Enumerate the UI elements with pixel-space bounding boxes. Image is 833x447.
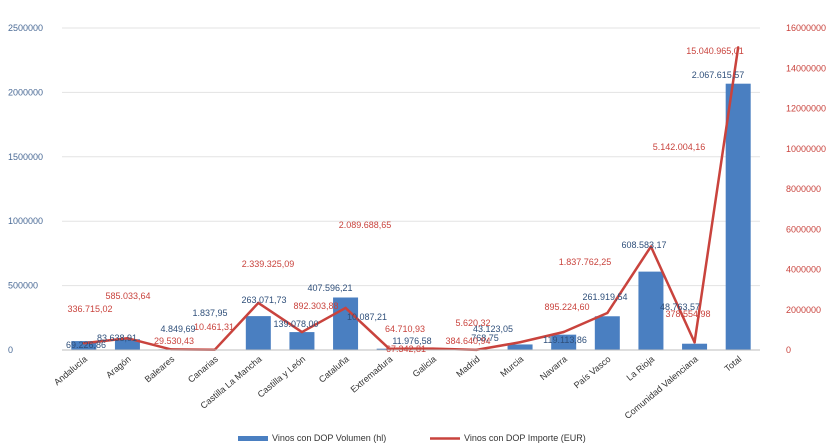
bar [725,83,751,351]
bar [682,343,708,350]
y2-tick-label: 14000000 [786,63,826,73]
y-tick-label: 0 [8,345,13,355]
x-tick-label: Comunidad Valenciana [623,354,700,421]
y2-tick-label: 4000000 [786,265,821,275]
y-axis-left: 0 500000 1000000 1500000 2000000 2500000 [8,23,43,355]
line-data-label: 5.142.004,16 [653,142,706,152]
y2-tick-label: 6000000 [786,224,821,234]
line-point [562,330,565,334]
bar-data-label: 4.849,69 [160,324,195,334]
y-axis-right: 0 2000000 4000000 6000000 8000000 10000000 120… [786,23,826,355]
line-data-label: 895.224,60 [544,302,589,312]
line-data-label: 384.640,94 [445,336,490,346]
bar-series [71,83,751,351]
y-tick-label: 1500000 [8,152,43,162]
x-tick-label: Navarra [538,354,569,382]
bar [114,339,140,350]
legend-label-line: Vinos con DOP Importe (EUR) [464,433,586,443]
line-point [431,347,435,350]
bar [594,316,620,350]
x-tick-label: Aragón [104,354,133,380]
y2-tick-label: 10000000 [786,144,826,154]
line-data-label: 585.033,64 [105,291,150,301]
legend-swatch-bar [238,436,268,441]
bar-data-label: 43.123,05 [473,324,513,334]
x-tick-label: Extremadura [349,354,395,395]
line-data-label: 1.837.762,25 [559,257,612,267]
bar-data-label: 2.067.615,57 [692,70,745,80]
bar [551,334,577,350]
y2-tick-label: 8000000 [786,184,821,194]
line-data-label: 5.620,32 [455,318,490,328]
bar-data-label: 83.638,91 [97,333,137,343]
line-point [300,330,304,334]
x-tick-label: Baleares [143,354,177,385]
x-tick-label: Murcia [498,354,525,379]
y-tick-label: 1000000 [8,216,43,226]
line-point [518,341,522,344]
line-point [693,341,696,344]
bar-data-label: 69.226,86 [66,340,106,350]
line-data-label: 67.342,81 [386,344,426,354]
line-data-label: 378.554,98 [665,309,710,319]
y-tick-label: 2500000 [8,23,43,33]
bar [507,344,533,350]
line-point [126,337,129,340]
x-tick-label: Castilla y León [256,354,308,400]
bar-data-label: 48.763,57 [660,302,700,312]
bar-data-label: 11.976,58 [392,336,431,346]
x-tick-label: Total [722,354,743,374]
line-data-label: 336.715,02 [67,304,112,314]
y-tick-label: 2000000 [8,87,43,97]
x-axis: Andalucía Aragón Baleares Canarias Castilla … [52,349,760,421]
x-tick-label: Galicia [411,354,439,379]
x-tick-label: Canarias [186,354,220,385]
line-data-label: 15.040.965,01 [686,46,744,56]
line-data-label: 64.710,93 [385,324,425,334]
y2-tick-label: 12000000 [786,104,826,114]
line-point [736,46,740,49]
bar-data-label: 768,75 [471,333,499,343]
line-data-label: 10.461,31 [194,322,234,332]
line-data-label: 892.303,88 [293,301,338,311]
x-tick-label: Madrid [454,354,482,379]
line-point [82,342,86,345]
y2-tick-label: 16000000 [786,23,826,33]
bar-data-label: 1.837,95 [192,308,227,318]
x-tick-label: Andalucía [52,354,89,387]
legend-label-bar: Vinos con DOP Volumen (hl) [272,433,386,443]
line-data-label: 2.089.688,65 [339,220,392,230]
y2-tick-label: 0 [786,345,791,355]
bar-data-label: 263.071,73 [241,295,286,305]
bar [638,271,664,350]
x-tick-label: País Vasco [572,354,613,390]
line-data-label: 29.530,43 [154,336,194,346]
bar-data-label: 261.919,54 [582,292,627,302]
line-point [257,301,260,305]
bar [71,341,97,350]
y2-tick-label: 2000000 [786,305,821,315]
bar [245,316,271,350]
line-point [387,347,391,350]
bar [333,297,359,350]
bar [289,332,315,350]
bar-data-label: 608.583,17 [621,240,666,250]
legend: Vinos con DOP Volumen (hl) Vinos con DOP… [238,433,586,443]
bar-data-label: 407.596,21 [307,283,352,293]
x-tick-label: La Rioja [624,354,656,383]
line-point [606,311,609,315]
y-tick-label: 500000 [8,281,38,291]
line-data-label: 2.339.325,09 [242,259,295,269]
line-point [649,245,653,248]
bar-data-label: 139.078,00 [273,319,318,329]
line-point [344,306,347,310]
x-tick-label: Cataluña [317,354,351,385]
bar-data-label: 10.087,21 [347,312,387,322]
bar-data-label: 119.113,86 [543,335,587,345]
